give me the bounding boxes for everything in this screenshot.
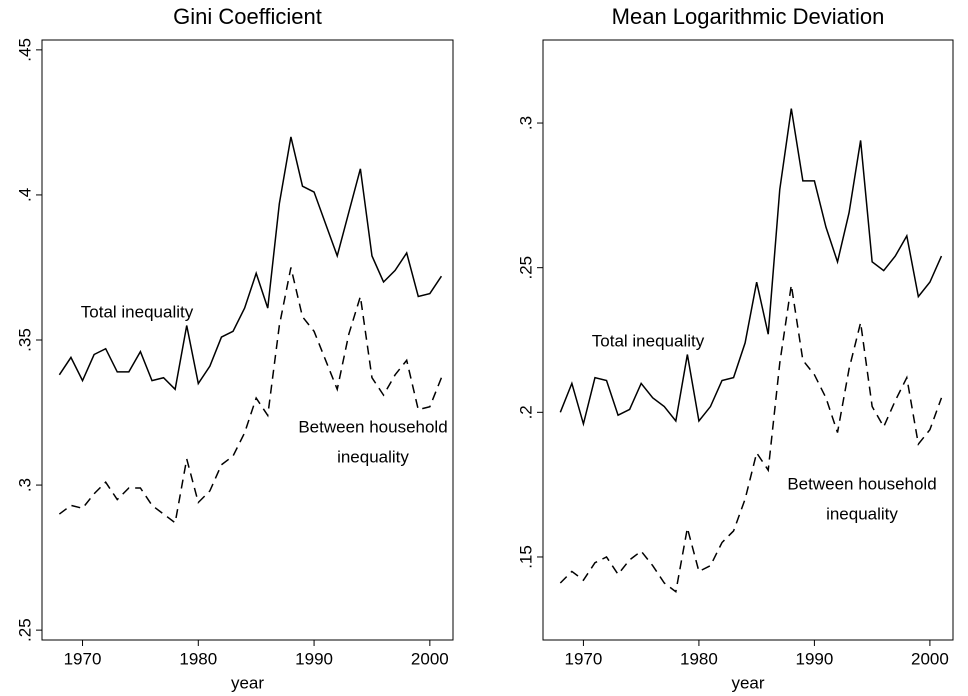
annotation: inequality xyxy=(337,447,409,466)
x-axis-label: year xyxy=(731,673,764,692)
annotation: Between household xyxy=(787,474,936,493)
plot-frame xyxy=(41,39,454,641)
chart-title: Mean Logarithmic Deviation xyxy=(612,4,885,29)
series-line xyxy=(559,284,943,594)
annotation: Between household xyxy=(298,417,447,436)
series-line xyxy=(559,108,943,427)
plot-frame xyxy=(542,39,954,641)
y-tick-label: .25 xyxy=(516,256,535,280)
y-tick-label: .2 xyxy=(516,405,535,419)
y-tick-label: .35 xyxy=(15,328,34,352)
y-tick-label: .25 xyxy=(15,618,34,642)
x-tick-label: 1980 xyxy=(680,649,718,668)
annotation: Total inequality xyxy=(81,302,194,321)
x-tick-label: 2000 xyxy=(911,649,949,668)
y-tick-label: .4 xyxy=(15,188,34,202)
y-tick-label: .3 xyxy=(15,478,34,492)
y-tick-label: .45 xyxy=(15,38,34,62)
x-tick-label: 2000 xyxy=(411,649,449,668)
chart-title: Gini Coefficient xyxy=(173,4,322,29)
x-tick-label: 1990 xyxy=(795,649,833,668)
y-tick-label: .3 xyxy=(516,116,535,130)
series-line xyxy=(58,136,443,391)
x-tick-label: 1970 xyxy=(64,649,102,668)
x-tick-label: 1990 xyxy=(295,649,333,668)
annotation: inequality xyxy=(826,504,898,523)
y-tick-label: .15 xyxy=(516,545,535,569)
annotation: Total inequality xyxy=(592,331,705,350)
x-axis-label: year xyxy=(231,673,264,692)
x-tick-label: 1970 xyxy=(565,649,603,668)
series-line xyxy=(58,267,443,525)
x-tick-label: 1980 xyxy=(179,649,217,668)
